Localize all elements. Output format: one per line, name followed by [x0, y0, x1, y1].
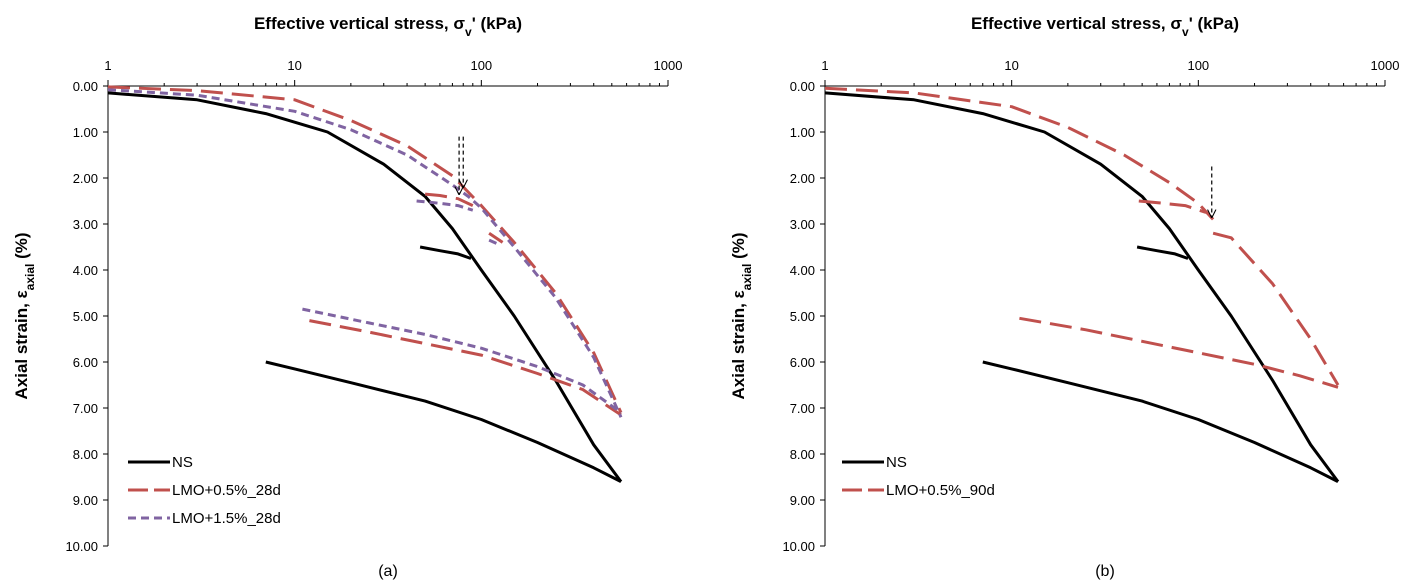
- y-tick-label: 6.00: [790, 355, 815, 370]
- series-line-segment: [1019, 316, 1339, 389]
- legend-label: NS: [886, 454, 907, 471]
- y-tick-label: 4.00: [73, 263, 98, 278]
- series-line-segment: [488, 238, 501, 247]
- y-tick-label: 5.00: [73, 309, 98, 324]
- series-line-segment: [107, 85, 623, 414]
- series-line-segment: [419, 245, 472, 260]
- y-tick-label: 7.00: [790, 401, 815, 416]
- series-ns: [824, 91, 1340, 483]
- y-tick-label: 6.00: [73, 355, 98, 370]
- y-tick-label: 9.00: [790, 493, 815, 508]
- series-line-segment: [1136, 245, 1189, 260]
- series-ns: [107, 91, 623, 483]
- y-tick-label: 0.00: [73, 79, 98, 94]
- series-lmo-0-5-28d: [107, 85, 623, 417]
- series-line-segment: [1212, 231, 1340, 386]
- panel-label: (b): [1095, 563, 1115, 580]
- y-tick-label: 5.00: [790, 309, 815, 324]
- y-tick-label: 8.00: [73, 447, 98, 462]
- x-axis-title: Effective vertical stress, σv' (kPa): [971, 14, 1239, 39]
- y-tick-label: 3.00: [73, 217, 98, 232]
- series-lmo-1-5-28d: [107, 88, 623, 418]
- y-tick-label: 2.00: [790, 171, 815, 186]
- legend-label: LMO+0.5%_90d: [886, 482, 995, 499]
- series-line-segment: [824, 91, 1340, 483]
- series-line-segment: [265, 360, 622, 483]
- y-tick-label: 10.00: [65, 539, 98, 554]
- y-tick-label: 3.00: [790, 217, 815, 232]
- series-line-segment: [488, 231, 504, 244]
- series-line-segment: [416, 199, 474, 212]
- series-line-segment: [302, 307, 622, 414]
- series-line-segment: [107, 88, 623, 418]
- series-line-segment: [107, 91, 623, 483]
- x-tick-label: 100: [1187, 58, 1209, 73]
- legend-label: NS: [172, 454, 193, 471]
- y-axis-title: Axial strain, εaxial (%): [12, 232, 37, 399]
- x-tick-label: 100: [470, 58, 492, 73]
- y-tick-label: 0.00: [790, 79, 815, 94]
- y-tick-label: 1.00: [790, 125, 815, 140]
- series-line-segment: [1138, 199, 1207, 214]
- x-tick-label: 10: [1004, 58, 1018, 73]
- series-line-segment: [424, 192, 474, 207]
- y-axis-title: Axial strain, εaxial (%): [729, 232, 754, 399]
- x-tick-label: 1: [104, 58, 111, 73]
- x-tick-label: 1000: [654, 58, 683, 73]
- chart-panel-a: 1 10 100 1000 0.00 1.00 2.00 3.00 4.00 5.00 6.00 7.…: [12, 14, 682, 580]
- y-tick-label: 7.00: [73, 401, 98, 416]
- x-axis-title: Effective vertical stress, σv' (kPa): [254, 14, 522, 39]
- series-line-segment: [309, 319, 622, 417]
- y-tick-label: 8.00: [790, 447, 815, 462]
- panel-label: (a): [378, 563, 398, 580]
- x-tick-label: 10: [287, 58, 301, 73]
- y-tick-label: 1.00: [73, 125, 98, 140]
- series-lmo-0-5-90d: [824, 86, 1340, 389]
- series-line-segment: [982, 360, 1339, 483]
- x-tick-label: 1000: [1371, 58, 1400, 73]
- y-tick-label: 9.00: [73, 493, 98, 508]
- series-line-segment: [824, 86, 1215, 221]
- chart-panel-b: 1 10 100 1000 0.00 1.00 2.00 3.00 4.00 5.00 6.00 7.…: [729, 14, 1399, 580]
- x-tick-label: 1: [821, 58, 828, 73]
- y-tick-label: 2.00: [73, 171, 98, 186]
- y-tick-label: 4.00: [790, 263, 815, 278]
- legend-label: LMO+0.5%_28d: [172, 482, 281, 499]
- y-tick-label: 10.00: [782, 539, 815, 554]
- legend-label: LMO+1.5%_28d: [172, 510, 281, 527]
